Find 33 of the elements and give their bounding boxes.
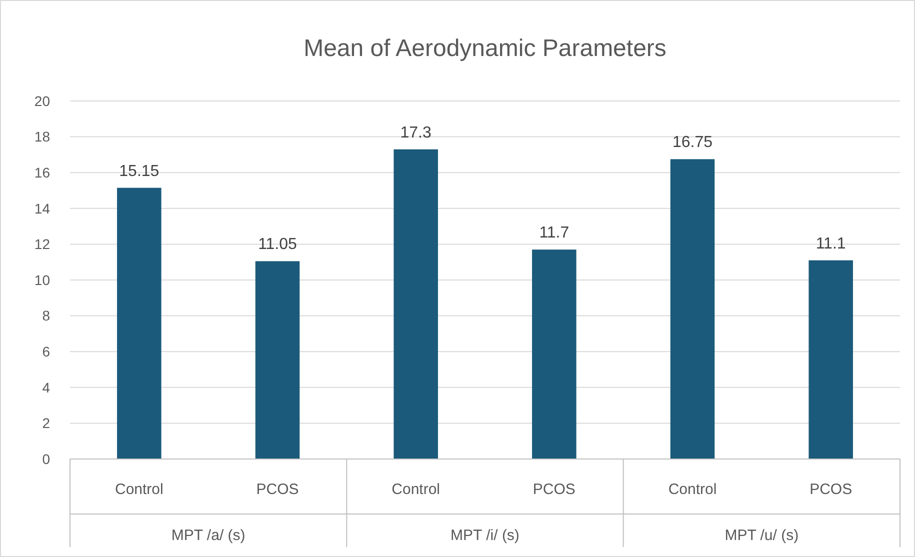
text: MPT /i/ (s) (450, 527, 520, 544)
bar (670, 159, 715, 459)
y-tick-label: 18 (34, 128, 50, 145)
y-tick-label: 0 (42, 450, 50, 467)
data-label: 11.7 (539, 224, 570, 242)
data-label: 17.3 (400, 124, 432, 142)
bar (117, 188, 162, 459)
bar (532, 250, 576, 459)
text: MPT /u/ (s) (724, 527, 799, 544)
data-label: 11.1 (816, 235, 846, 252)
bar (255, 261, 300, 459)
y-tick-label: 6 (42, 344, 50, 360)
y-tick-label: 8 (42, 308, 50, 324)
x-tick-label: PCOS (810, 481, 852, 498)
text: MPT /a/ (s) (171, 527, 246, 544)
y-tick-label: 10 (34, 272, 50, 288)
y-tick-label: 16 (34, 164, 50, 180)
data-label: 15.15 (119, 162, 160, 180)
y-tick-label: 20 (34, 92, 50, 109)
bar (394, 149, 438, 459)
x-tick-label: Control (114, 481, 164, 498)
y-tick-label: 4 (42, 379, 50, 396)
data-label: 16.75 (672, 134, 713, 152)
x-tick-label: Control (668, 481, 717, 498)
y-tick-label: 12 (34, 236, 50, 252)
x-tick-label: PCOS (256, 481, 299, 498)
x-tick-label: Control (392, 481, 440, 498)
x-tick-label: PCOS (532, 481, 576, 498)
y-tick-label: 2 (42, 415, 50, 432)
y-tick-label: 14 (34, 200, 50, 216)
bar (808, 260, 853, 459)
chart-title: Mean of Aerodynamic Parameters (304, 35, 666, 62)
data-label: 11.05 (258, 236, 298, 254)
